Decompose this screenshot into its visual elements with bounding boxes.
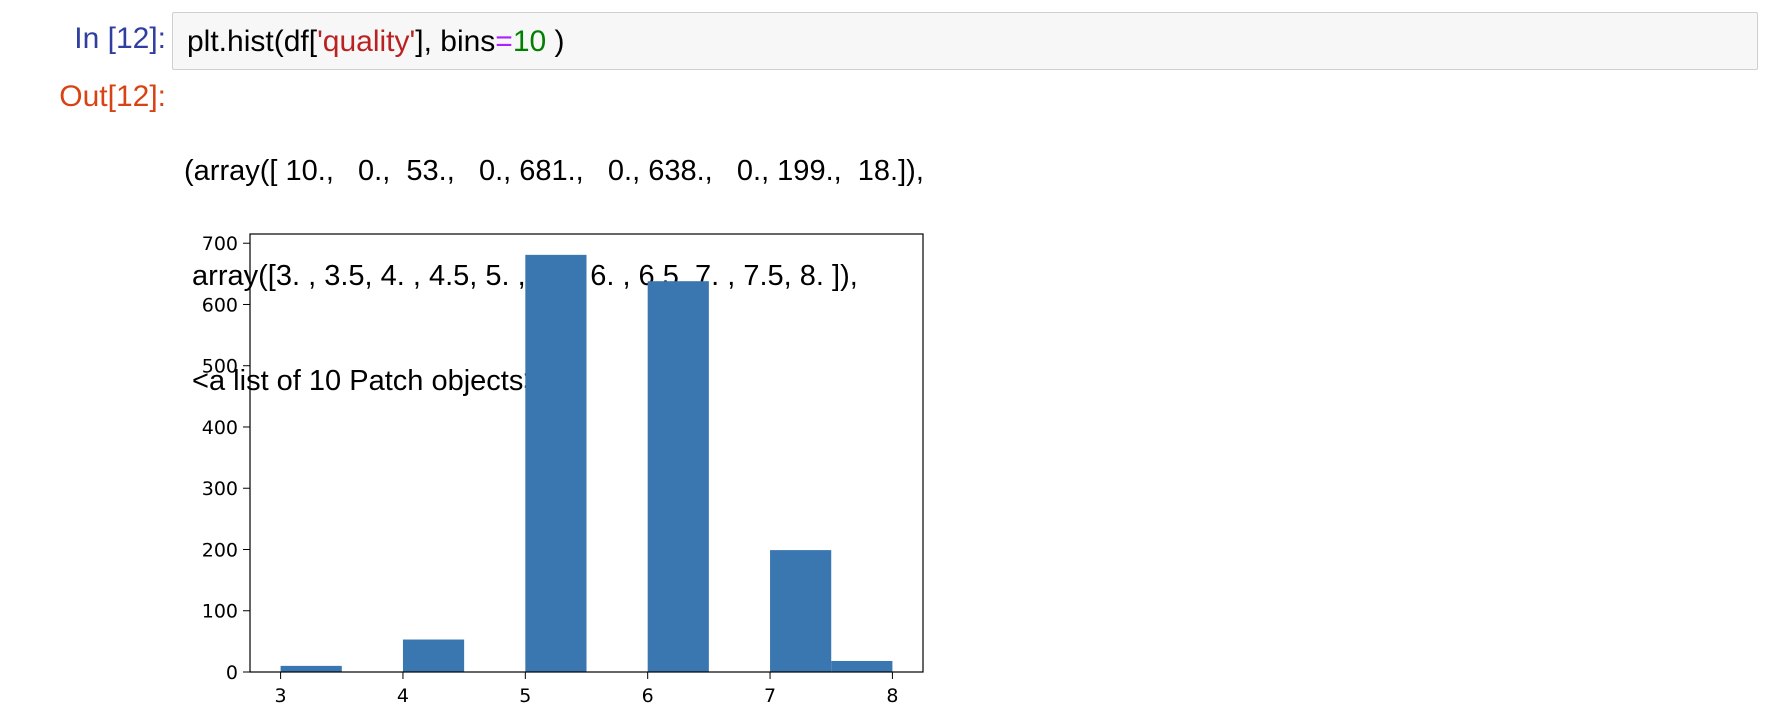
- code-input-area[interactable]: plt.hist(df['quality'], bins=10 ): [172, 12, 1758, 70]
- x-tick-label: 3: [275, 685, 287, 707]
- code-line: plt.hist(df['quality'], bins=10 ): [187, 25, 565, 59]
- output-text: (array([ 10., 0., 53., 0., 681., 0., 638…: [184, 84, 924, 434]
- x-tick-label: 5: [519, 685, 531, 707]
- code-token-string: 'quality': [317, 25, 416, 58]
- output-prompt: Out[12]:: [59, 80, 166, 113]
- y-tick-label: 0: [226, 662, 238, 684]
- code-token-operator: =: [495, 25, 513, 58]
- x-tick-label: 7: [764, 685, 776, 707]
- code-token-number: 10: [512, 25, 547, 58]
- histogram-bar: [280, 665, 342, 672]
- histogram-bar: [402, 639, 465, 672]
- code-token: plt.hist(df[: [187, 25, 318, 58]
- x-tick-label: 8: [886, 685, 898, 707]
- histogram-chart: 3 4 5 6 7 8 0 100 200 300 400 500 600 700: [202, 233, 924, 707]
- code-token: ): [546, 25, 565, 58]
- histogram-bar: [770, 550, 832, 672]
- histogram-bar: [831, 660, 893, 672]
- y-tick-label: 600: [202, 294, 238, 316]
- y-tick-label: 700: [202, 233, 238, 255]
- y-tick-label: 400: [202, 417, 238, 439]
- y-tick-label: 100: [202, 601, 238, 623]
- output-line: (array([ 10., 0., 53., 0., 681., 0., 638…: [184, 155, 924, 187]
- histogram-bar: [525, 254, 587, 672]
- x-tick-label: 4: [397, 685, 409, 707]
- input-prompt: In [12]:: [74, 22, 166, 55]
- y-tick-label: 300: [202, 478, 238, 500]
- y-tick-label: 500: [202, 356, 238, 378]
- plot-frame: [249, 233, 924, 673]
- code-token: ], bins: [415, 25, 496, 58]
- x-tick-label: 6: [642, 685, 654, 707]
- histogram-bar: [647, 281, 709, 672]
- y-tick-label: 200: [202, 539, 238, 561]
